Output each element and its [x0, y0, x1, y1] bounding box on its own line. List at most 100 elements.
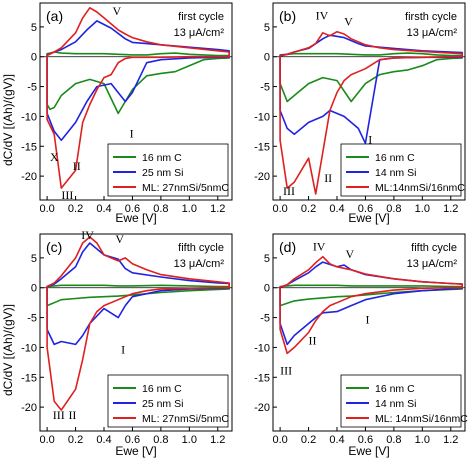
current-density-text: 13 μA/cm²	[174, 27, 225, 39]
panel-d: -20 -15 -10 -5 0 5 0.0 0.2 0.4 0.6 0.8 1.0 1.2 Ewe [V…	[254, 233, 468, 458]
y-tick-label: -10	[254, 111, 270, 123]
series-line-ml	[279, 255, 463, 355]
peak-annotation: II	[324, 171, 332, 185]
current-density-text: 13 μA/cm²	[407, 27, 458, 39]
y-tick-label: -15	[21, 372, 37, 384]
y-tick-label: -15	[254, 141, 270, 153]
legend-label: 14 nm Si	[375, 398, 416, 410]
peak-annotation: III	[53, 408, 65, 422]
peak-annotation: I	[365, 313, 369, 327]
x-tick-label: 1.0	[182, 434, 197, 446]
legend-label: 16 nm C	[142, 152, 182, 164]
y-axis-label-bottom: dC/dV [(Ah)/(gV)]	[1, 304, 15, 396]
y-tick-label: 0	[31, 283, 37, 295]
x-tick-label: 0.4	[329, 434, 344, 446]
panel-label: (d)	[279, 239, 296, 255]
x-tick-label: 0.6	[125, 203, 140, 215]
y-tick-label: -5	[27, 313, 37, 325]
peak-annotation: II	[68, 408, 76, 422]
x-tick-label: 0.4	[329, 203, 344, 215]
y-tick-label: -15	[254, 372, 270, 384]
plot-frame	[39, 233, 233, 432]
peak-annotation: IV	[81, 228, 94, 242]
panel-label: (b)	[279, 8, 296, 24]
x-tick-label: 0.2	[68, 434, 83, 446]
peak-annotation: III	[280, 363, 292, 377]
legend-label: 16 nm C	[375, 152, 415, 164]
y-tick-label: -15	[21, 141, 37, 153]
y-tick-label: -20	[21, 402, 37, 414]
panel-b: -20 -15 -10 -5 0 5 0.0 0.2 0.4 0.6 0.8 1.0 1.2 Ewe [V…	[254, 2, 466, 225]
panel-label: (a)	[46, 8, 63, 24]
y-tick-label: -5	[260, 313, 270, 325]
legend-label: 16 nm C	[142, 383, 182, 395]
peak-annotation: I	[368, 132, 372, 146]
y-tick-label: -10	[21, 111, 37, 123]
peak-annotation: II	[73, 159, 81, 173]
peak-annotation: III	[61, 188, 73, 202]
legend: 16 nm C 14 nm Si ML: 14nmSi/16nmC	[340, 374, 468, 428]
y-tick-label: 0	[264, 283, 270, 295]
x-tick-label: 1.0	[415, 434, 430, 446]
legend: 16 nm C 14 nm Si ML:14nmSi/16nmC	[340, 143, 465, 197]
x-tick-label: 0.8	[386, 434, 401, 446]
legend-label: ML:14nmSi/16nmC	[375, 182, 465, 194]
x-tick-label: 0.2	[68, 203, 83, 215]
x-tick-label: 0.8	[386, 203, 401, 215]
y-axis-label-top: dC/dV [(Ah)/(gV)]	[1, 74, 15, 166]
x-tick-label: 0.0	[272, 434, 287, 446]
y-tick-label: -5	[260, 82, 270, 94]
y-tick-label: 5	[264, 253, 270, 265]
peak-annotation: V	[346, 247, 355, 261]
series-line-ml	[279, 30, 463, 195]
x-tick-label: 0.6	[358, 203, 373, 215]
x-tick-label: 0.6	[358, 434, 373, 446]
x-tick-label: 1.2	[443, 203, 458, 215]
peak-annotation: III	[283, 184, 295, 198]
legend-label: ML: 14nmSi/16nmC	[375, 413, 468, 425]
y-tick-label: -20	[254, 171, 270, 183]
x-tick-label: 0.2	[301, 203, 316, 215]
y-tick-label: 0	[31, 52, 37, 64]
cycle-text: first cycle	[178, 11, 224, 23]
legend-label: 25 nm Si	[142, 167, 183, 179]
current-density-text: 13 μA/cm²	[407, 258, 458, 270]
x-tick-label: 0.8	[153, 434, 168, 446]
x-tick-label: 0.8	[153, 203, 168, 215]
x-axis-label: Ewe [V]	[348, 211, 389, 225]
chart-panels: -20 -15 -10 -5 0 5 0.0 0.2 0.4 0.6 0.8 1.0 1.2 Ewe [V…	[21, 2, 468, 458]
x-tick-label: 0.2	[301, 434, 316, 446]
peak-annotation: V	[115, 232, 124, 246]
peak-annotation: II	[309, 333, 317, 347]
panel-label: (c)	[46, 239, 62, 255]
legend: 16 nm C 25 nm Si ML: 27nmSi/5nmC	[107, 374, 229, 428]
y-tick-label: 5	[31, 253, 37, 265]
cycle-text: fifth cycle	[178, 242, 224, 254]
peak-annotation: I	[121, 342, 125, 356]
peak-annotation: IV	[316, 9, 329, 23]
current-density-text: 13 μA/cm²	[174, 258, 225, 270]
x-tick-label: 0.6	[125, 434, 140, 446]
peak-annotation: V	[113, 4, 122, 18]
y-tick-label: -10	[254, 342, 270, 354]
series-line-ml	[46, 7, 230, 189]
panel-a: -20 -15 -10 -5 0 5 0.0 0.2 0.4 0.6 0.8 1.0 1.2 Ewe [V…	[21, 2, 233, 225]
legend-label: 14 nm Si	[375, 167, 416, 179]
y-tick-label: -20	[254, 402, 270, 414]
peak-annotation: X	[50, 150, 59, 164]
legend-label: ML: 27nmSi/5nmC	[142, 182, 229, 194]
y-tick-label: -10	[21, 342, 37, 354]
plot-frame	[272, 2, 466, 201]
series-line-ml	[46, 236, 230, 411]
x-tick-label: 0.0	[39, 434, 54, 446]
x-tick-label: 0.0	[39, 203, 54, 215]
legend-label: ML: 27nmSi/5nmC	[142, 413, 229, 425]
x-tick-label: 1.0	[415, 203, 430, 215]
plot-frame	[39, 2, 233, 201]
panel-c: -20 -15 -10 -5 0 5 0.0 0.2 0.4 0.6 0.8 1.0 1.2 Ewe [V…	[21, 228, 233, 458]
y-tick-label: -20	[21, 171, 37, 183]
peak-annotation: IV	[313, 240, 326, 254]
x-axis-label: Ewe [V]	[348, 444, 389, 458]
x-tick-label: 0.4	[96, 203, 111, 215]
